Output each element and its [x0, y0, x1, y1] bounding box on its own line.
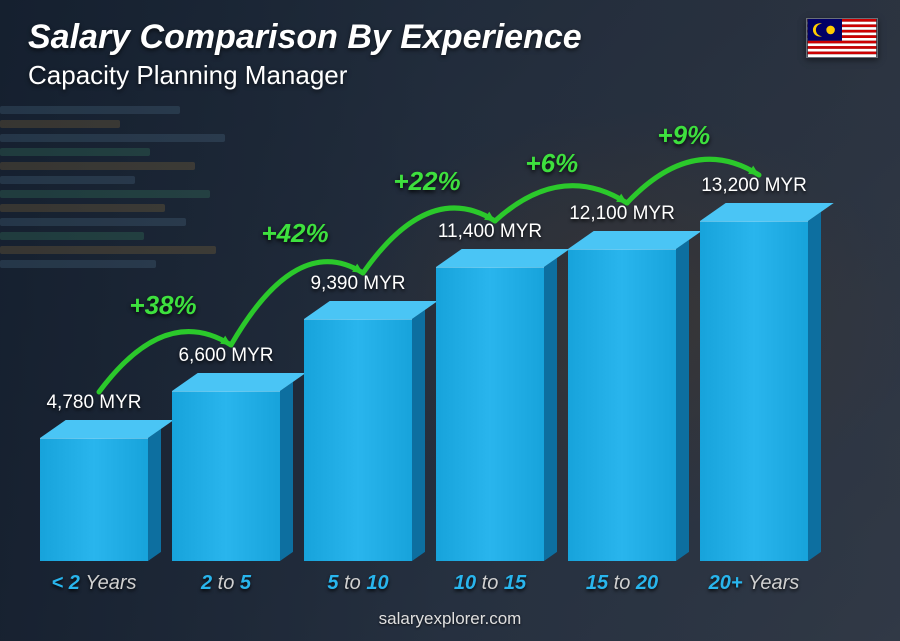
percent-increase: +22%: [393, 166, 460, 197]
chart-title: Salary Comparison By Experience: [28, 18, 582, 57]
percent-increase: +42%: [261, 218, 328, 249]
bar-0: 4,780 MYR< 2 Years: [40, 438, 148, 561]
bar-chart: 4,780 MYR< 2 Years6,600 MYR2 to 5 +38% 9,3…: [40, 120, 840, 561]
bar-4: 12,100 MYR15 to 20: [568, 249, 676, 561]
malaysia-flag-icon: [806, 18, 878, 58]
footer-attribution: salaryexplorer.com: [0, 609, 900, 629]
chart-subtitle: Capacity Planning Manager: [28, 60, 347, 91]
bar-2: 9,390 MYR5 to 10: [304, 319, 412, 561]
bar-3: 11,400 MYR10 to 15: [436, 267, 544, 561]
percent-increase: +9%: [657, 120, 710, 151]
percent-increase: +6%: [525, 148, 578, 179]
bar-5: 13,200 MYR20+ Years: [700, 221, 808, 561]
infographic-canvas: Salary Comparison By Experience Capacity…: [0, 0, 900, 641]
percent-increase: +38%: [129, 290, 196, 321]
bar-label: 20+ Years: [664, 572, 844, 595]
bar-1: 6,600 MYR2 to 5: [172, 391, 280, 561]
